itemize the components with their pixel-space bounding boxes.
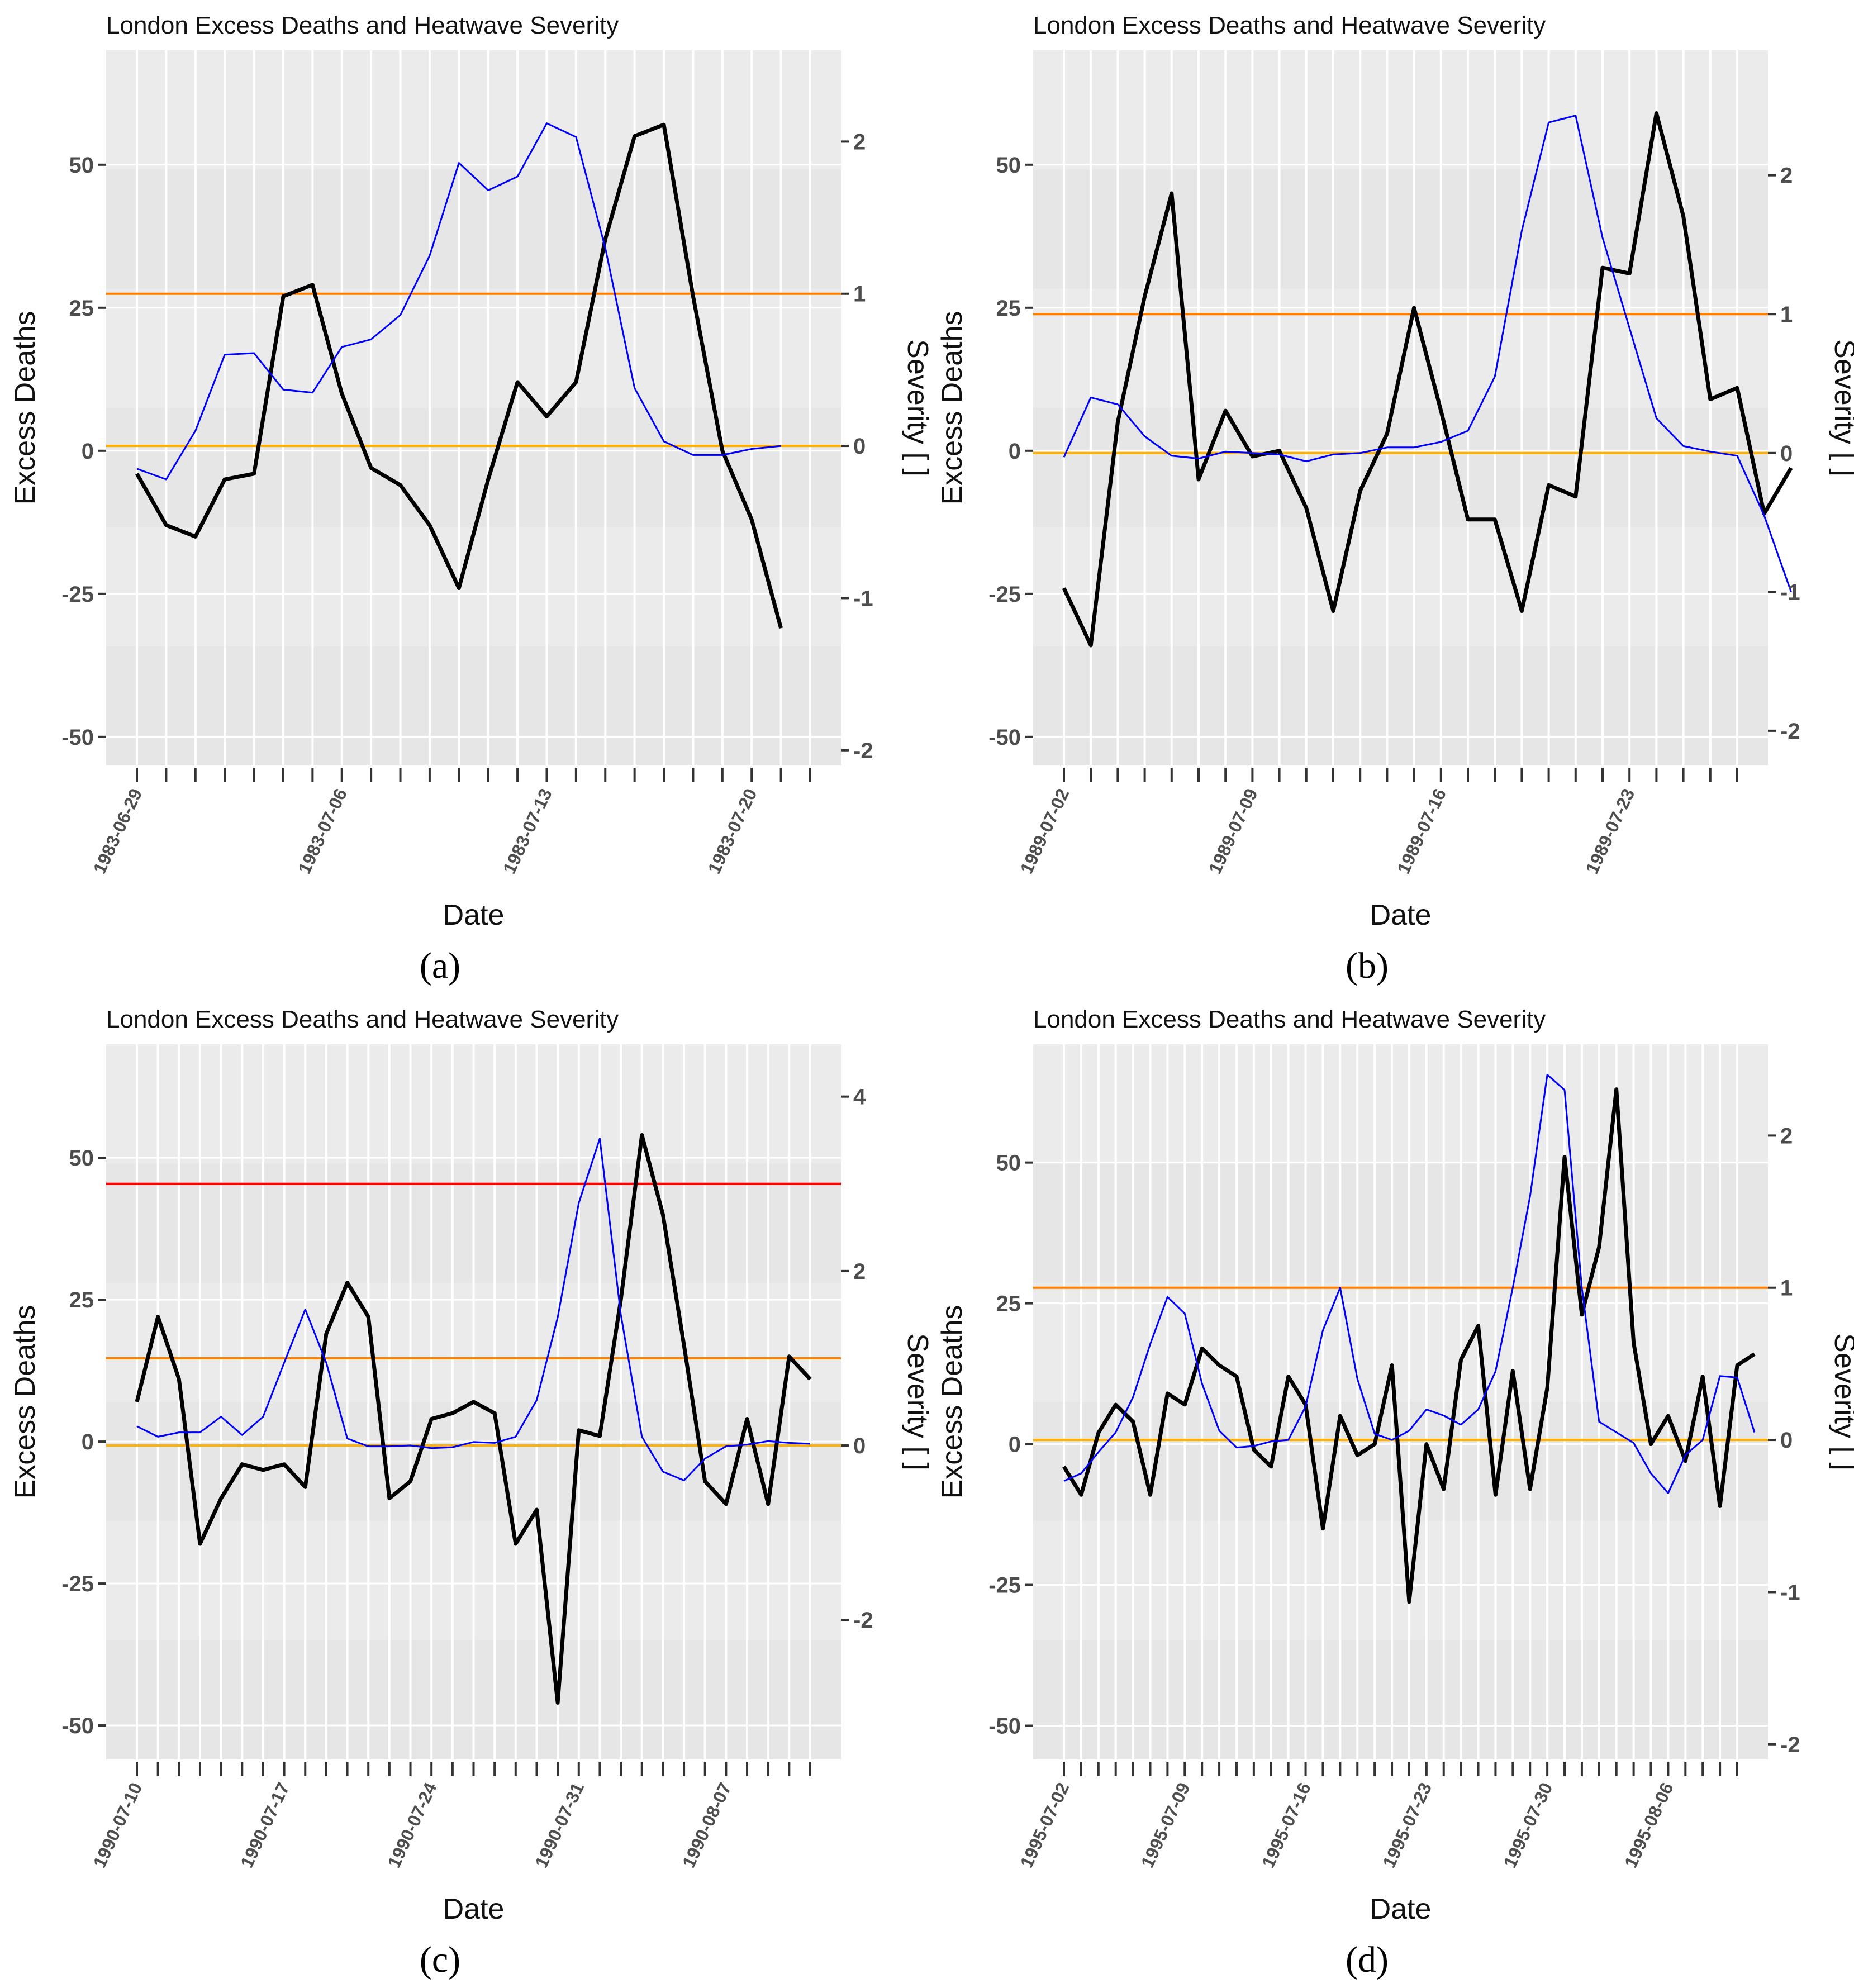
y2-tick-label: 1 xyxy=(1780,302,1793,327)
excess-deaths-series-line xyxy=(135,122,783,629)
x-tick-label: 1990-07-17 xyxy=(236,1780,293,1871)
y2-tick-label: -2 xyxy=(1780,719,1800,744)
excess-deaths-series-line xyxy=(1062,111,1793,648)
panel-b: London Excess Deaths and Heatwave Severi… xyxy=(936,12,1854,986)
y2-tick-label: 0 xyxy=(853,434,866,459)
y2-axis-title: Severity [ ] xyxy=(901,1333,934,1471)
severity-series-line xyxy=(136,1138,811,1481)
severity-series-line xyxy=(136,122,781,481)
y-tick-label: 25 xyxy=(69,296,94,321)
excess-deaths-series-line xyxy=(135,1133,812,1705)
x-axis-title: Date xyxy=(1370,1893,1432,1925)
y-tick-label: 0 xyxy=(82,1430,94,1454)
y-tick-label: 50 xyxy=(69,153,94,178)
x-tick-label: 1995-07-23 xyxy=(1378,1780,1435,1871)
y2-tick-label: -1 xyxy=(853,586,873,611)
y-tick-label: 0 xyxy=(1009,439,1021,464)
y-tick-label: -50 xyxy=(988,1714,1021,1739)
y2-axis-title: Severity [ ] xyxy=(1828,339,1854,477)
severity-series-line xyxy=(1063,115,1792,592)
x-tick-label: 1990-08-07 xyxy=(678,1780,735,1871)
x-tick-label: 1995-07-16 xyxy=(1258,1780,1315,1871)
y-axis-title: Excess Deaths xyxy=(936,1305,968,1499)
y-tick-label: -50 xyxy=(988,725,1021,750)
plot-band xyxy=(1033,646,1768,765)
y-tick-label: 0 xyxy=(1009,1433,1021,1457)
y2-tick-label: -1 xyxy=(1780,580,1800,605)
y2-tick-label: 2 xyxy=(1780,164,1793,188)
y2-tick-label: 1 xyxy=(853,282,866,307)
y-tick-label: 25 xyxy=(996,296,1021,321)
plot-band xyxy=(1033,408,1768,527)
panel-caption: (d) xyxy=(1346,1939,1389,1980)
x-tick-label: 1983-07-06 xyxy=(294,786,351,877)
x-tick-label: 1990-07-24 xyxy=(384,1780,441,1871)
x-axis-title: Date xyxy=(443,1893,505,1925)
y-axis-title: Excess Deaths xyxy=(9,311,41,505)
y2-tick-label: -2 xyxy=(853,739,873,763)
y2-tick-label: 2 xyxy=(1780,1124,1793,1148)
y-tick-label: -50 xyxy=(61,1714,94,1738)
chart-title: London Excess Deaths and Heatwave Severi… xyxy=(1033,1006,1546,1033)
y2-tick-label: 1 xyxy=(1780,1276,1793,1301)
y-tick-label: 25 xyxy=(996,1292,1021,1316)
panel-a: London Excess Deaths and Heatwave Severi… xyxy=(9,12,934,986)
y2-tick-label: -2 xyxy=(853,1608,873,1633)
plot-band xyxy=(106,169,841,289)
plot-band xyxy=(1033,1640,1768,1759)
plot-band xyxy=(1033,1163,1768,1283)
chart-title: London Excess Deaths and Heatwave Severi… xyxy=(106,1006,619,1033)
y-tick-label: 50 xyxy=(69,1146,94,1171)
y2-tick-label: 2 xyxy=(853,1259,866,1284)
x-tick-label: 1989-07-16 xyxy=(1393,786,1450,877)
y-tick-label: 0 xyxy=(82,439,94,464)
x-tick-label: 1983-07-13 xyxy=(499,786,556,877)
panel-caption: (b) xyxy=(1346,945,1389,986)
y-tick-label: 25 xyxy=(69,1288,94,1312)
y-tick-label: -50 xyxy=(61,725,94,750)
x-tick-label: 1983-07-20 xyxy=(704,786,761,877)
x-tick-label: 1995-07-02 xyxy=(1016,1780,1073,1871)
y2-tick-label: 4 xyxy=(853,1085,866,1110)
x-tick-label: 1995-08-06 xyxy=(1620,1780,1677,1871)
x-tick-label: 1995-07-09 xyxy=(1137,1780,1194,1871)
y-tick-label: 50 xyxy=(996,1151,1021,1176)
panel-caption: (a) xyxy=(420,945,460,986)
y2-tick-label: 0 xyxy=(1780,1428,1793,1453)
x-tick-label: 1983-06-29 xyxy=(89,786,146,877)
x-axis-title: Date xyxy=(1370,899,1432,931)
x-tick-label: 1989-07-02 xyxy=(1016,786,1073,877)
x-tick-label: 1990-07-10 xyxy=(89,1780,146,1871)
excess-deaths-series-line xyxy=(1062,1087,1756,1604)
x-tick-label: 1990-07-31 xyxy=(531,1780,588,1871)
y2-tick-label: -2 xyxy=(1780,1733,1800,1757)
y2-tick-label: -1 xyxy=(1780,1580,1800,1605)
y2-axis-title: Severity [ ] xyxy=(901,339,934,477)
chart-title: London Excess Deaths and Heatwave Severi… xyxy=(1033,12,1546,39)
y2-axis-title: Severity [ ] xyxy=(1828,1333,1854,1471)
x-tick-label: 1989-07-09 xyxy=(1205,786,1262,877)
x-axis-title: Date xyxy=(443,899,505,931)
y2-tick-label: 0 xyxy=(853,1434,866,1458)
plot-band xyxy=(106,646,841,765)
y-tick-label: -25 xyxy=(988,582,1021,607)
y-tick-label: 50 xyxy=(996,153,1021,178)
x-tick-label: 1989-07-23 xyxy=(1582,786,1639,877)
plot-band xyxy=(1033,169,1768,289)
panel-d: London Excess Deaths and Heatwave Severi… xyxy=(936,1006,1854,1980)
y-tick-label: -25 xyxy=(61,582,94,607)
severity-series-line xyxy=(1063,1074,1756,1494)
panel-caption: (c) xyxy=(420,1939,460,1980)
y2-tick-label: 2 xyxy=(853,130,866,154)
chart-title: London Excess Deaths and Heatwave Severi… xyxy=(106,12,619,39)
y-axis-title: Excess Deaths xyxy=(9,1305,41,1499)
y-axis-title: Excess Deaths xyxy=(936,311,968,505)
x-tick-label: 1995-07-30 xyxy=(1500,1780,1557,1871)
y2-tick-label: 0 xyxy=(1780,441,1793,466)
y-tick-label: -25 xyxy=(988,1573,1021,1598)
panel-c: London Excess Deaths and Heatwave Severi… xyxy=(9,1006,934,1980)
y-tick-label: -25 xyxy=(61,1572,94,1596)
